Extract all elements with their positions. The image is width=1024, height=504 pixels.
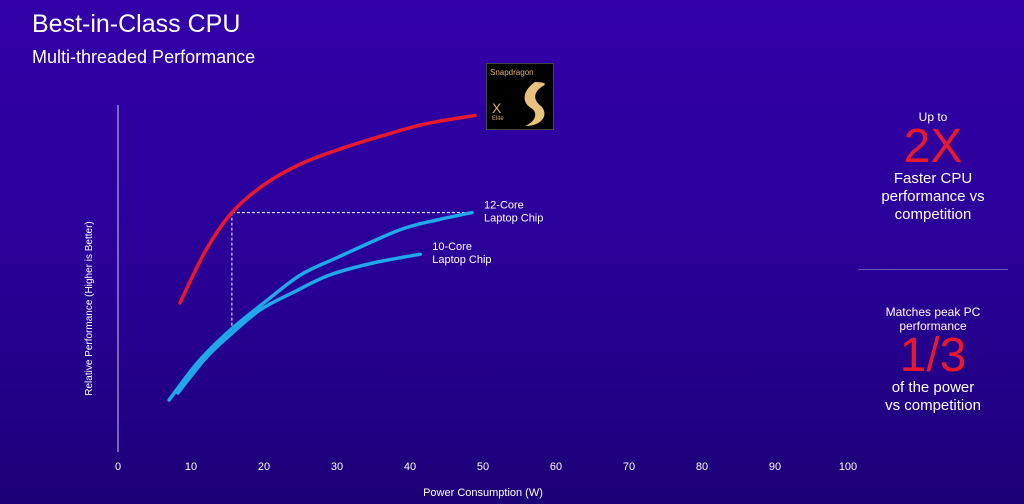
x-axis-label: Power Consumption (W): [423, 487, 543, 499]
callout-prefix: Up to: [918, 110, 948, 124]
slide-subtitle: Multi-threaded Performance: [32, 47, 256, 67]
series-annotation: Laptop Chip: [484, 213, 543, 225]
x-tick-label: 0: [115, 461, 121, 473]
snapdragon-logo: Snapdragon X Elite: [486, 63, 554, 130]
power-callout: Matches peak PC performance 1/3 of the p…: [858, 305, 1008, 415]
divider: [858, 269, 1008, 270]
series-line-1: [167, 210, 474, 402]
logo-tier: Elite: [492, 116, 504, 122]
callout-prefix: Matches peak PC: [885, 305, 981, 319]
y-axis-label: Relative Performance (Higher is Better): [84, 221, 95, 396]
x-tick-label: 20: [258, 461, 270, 473]
series-line-2: [176, 252, 422, 395]
callout-line: competition: [894, 206, 972, 223]
snapdragon-flame-icon: [524, 82, 545, 126]
x-tick-label: 100: [839, 461, 857, 473]
x-tick-label: 30: [331, 461, 343, 473]
slide-title: Best-in-Class CPU: [32, 10, 241, 38]
speed-callout: Up to 2X Faster CPU performance vs compe…: [858, 110, 1008, 224]
logo-model: X: [492, 100, 502, 116]
x-tick-label: 50: [477, 461, 489, 473]
callout-line: of the power: [891, 379, 975, 396]
logo-brand: Snapdragon: [490, 68, 534, 77]
x-tick-label: 40: [404, 461, 416, 473]
x-tick-label: 70: [623, 461, 635, 473]
callout-line: vs competition: [885, 397, 981, 414]
callout-line: Faster CPU: [893, 170, 973, 187]
x-tick-label: 10: [185, 461, 197, 473]
x-tick-label: 80: [696, 461, 708, 473]
x-tick-label: 60: [550, 461, 562, 473]
callout-highlight: 2X: [903, 120, 963, 173]
series-annotation: 12-Core: [484, 200, 524, 212]
series-annotation: 10-Core: [432, 241, 472, 253]
callout-line: performance vs: [881, 188, 985, 205]
x-tick-label: 90: [769, 461, 781, 473]
series-line-0: [178, 113, 477, 305]
callout-highlight: 1/3: [899, 329, 967, 382]
series-annotation: Laptop Chip: [432, 254, 491, 266]
callout-prefix: performance: [899, 319, 967, 333]
